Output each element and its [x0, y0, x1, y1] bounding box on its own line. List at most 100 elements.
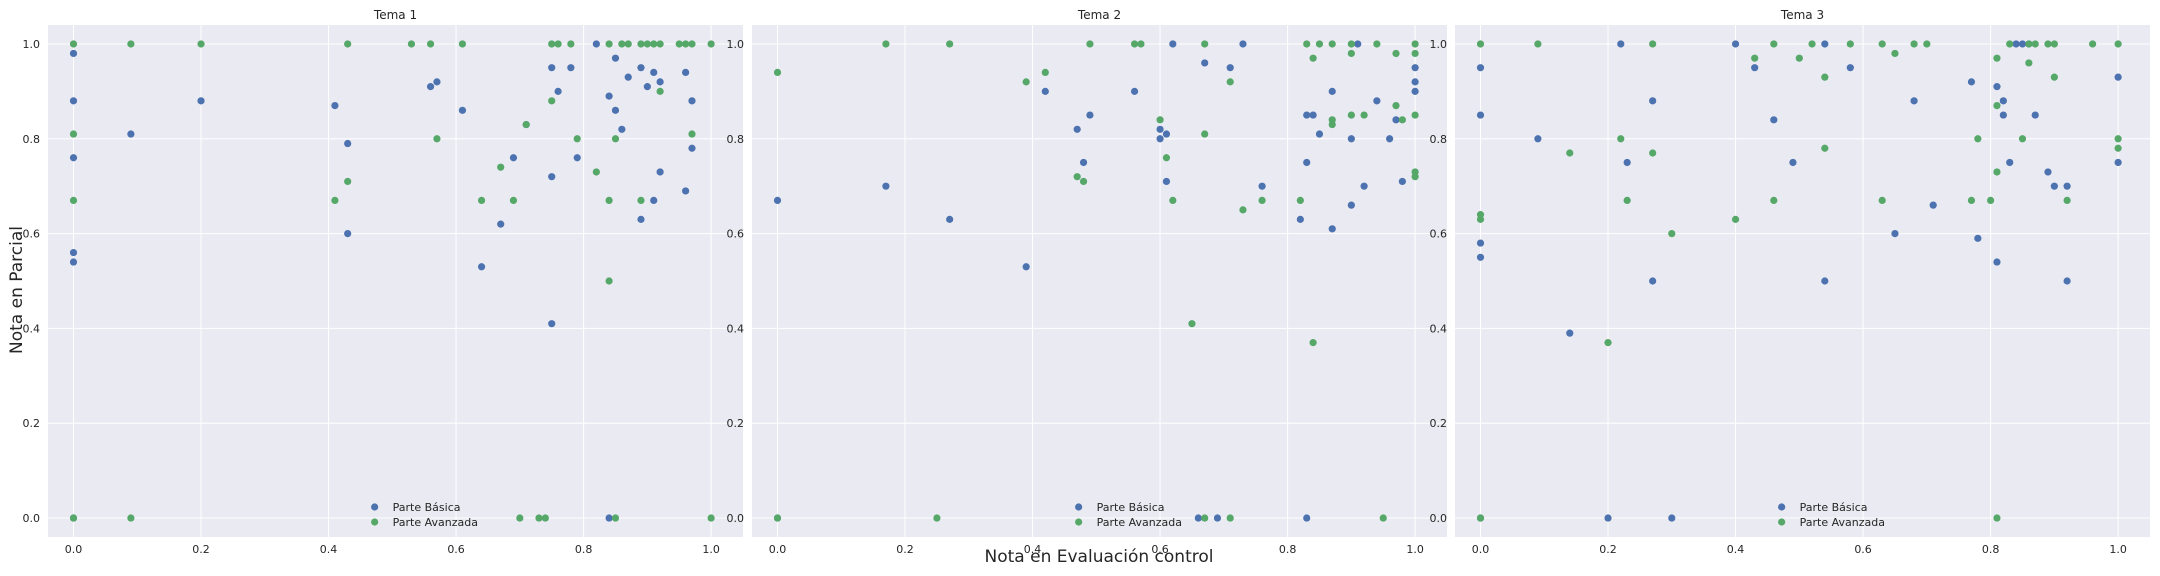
data-point [1910, 97, 1918, 105]
data-point [516, 514, 524, 522]
data-point [2018, 40, 2027, 48]
y-tick-label: 0.6 [727, 228, 745, 241]
data-point [1751, 64, 1759, 72]
data-point [1347, 111, 1355, 119]
data-point [1668, 514, 1676, 522]
x-tick-label: 1.0 [2109, 543, 2127, 556]
data-point [1566, 329, 1574, 337]
series-parte-avanzada [773, 40, 1419, 522]
series-parte-avanzada [69, 40, 715, 522]
data-point [69, 40, 78, 48]
legend-marker [1075, 503, 1083, 511]
data-point [1386, 135, 1394, 143]
data-point [882, 182, 890, 190]
x-tick-label: 0.0 [65, 543, 83, 556]
data-point [1309, 54, 1317, 62]
data-point [1993, 168, 2001, 176]
data-point [643, 83, 651, 91]
data-point [611, 106, 620, 114]
data-point [1156, 116, 1164, 124]
data-point [1373, 40, 1381, 48]
data-point [1411, 78, 1419, 86]
data-point [2050, 182, 2058, 190]
data-point [1411, 49, 1419, 58]
data-point [2044, 40, 2052, 48]
y-tick-label: 0.4 [1430, 322, 1448, 335]
data-point [946, 40, 954, 48]
data-point [1974, 135, 1982, 143]
series-parte-basica [1476, 40, 2122, 522]
data-point [477, 196, 486, 205]
legend-label: Parte Básica [1800, 501, 1868, 514]
data-point [1878, 196, 1886, 205]
data-point [69, 97, 78, 105]
data-point [69, 248, 78, 257]
data-point [458, 106, 467, 114]
data-point [2031, 111, 2039, 119]
data-point [2114, 40, 2122, 48]
data-point [548, 173, 556, 181]
series-parte-avanzada [1476, 40, 2122, 522]
data-point [1162, 177, 1171, 186]
y-tick-label: 0.0 [23, 512, 41, 525]
x-tick-label: 0.8 [1982, 543, 2000, 556]
x-tick-label: 0.2 [192, 543, 210, 556]
x-tick-label: 0.4 [320, 543, 338, 556]
y-tick-label: 0.0 [1430, 512, 1448, 525]
data-point [1022, 263, 1030, 271]
data-point [682, 40, 690, 48]
y-tick-label: 0.6 [23, 228, 41, 241]
data-point [1258, 182, 1266, 190]
panel-title: Tema 1 [373, 8, 417, 22]
data-point [426, 83, 435, 91]
y-tick-label: 0.8 [1430, 133, 1448, 146]
data-point [509, 196, 518, 205]
data-point [1379, 514, 1387, 522]
data-point [2050, 40, 2058, 48]
data-point [1534, 135, 1542, 143]
data-point [1226, 514, 1234, 522]
data-point [592, 40, 600, 48]
data-point [1891, 229, 1899, 238]
data-point [1846, 64, 1854, 72]
data-point [1993, 514, 2001, 522]
data-point [331, 196, 339, 205]
legend-label: Parte Básica [1097, 501, 1165, 514]
data-point [675, 40, 683, 48]
data-point [1967, 78, 1976, 86]
data-point [1296, 215, 1304, 223]
data-point [688, 97, 696, 105]
data-point [1411, 40, 1419, 48]
legend-marker [371, 518, 379, 526]
data-point [1079, 158, 1088, 167]
data-point [1878, 40, 1886, 48]
data-point [1993, 258, 2001, 266]
data-point [1974, 234, 1982, 242]
data-point [548, 40, 556, 48]
data-point [1668, 229, 1676, 238]
data-point [497, 220, 505, 228]
data-point [773, 514, 782, 522]
data-point [1770, 40, 1778, 48]
data-point [1731, 40, 1740, 48]
data-point [344, 229, 352, 238]
data-point [1821, 277, 1829, 285]
data-point [1891, 49, 1899, 58]
y-tick-label: 0.0 [727, 512, 745, 525]
legend-label: Parte Básica [393, 501, 461, 514]
data-point [2063, 196, 2071, 205]
data-point [1623, 158, 1631, 167]
data-point [2012, 40, 2020, 48]
data-point [1137, 40, 1145, 48]
data-point [1328, 120, 1336, 129]
data-point [1201, 40, 1209, 48]
data-point [344, 40, 352, 48]
legend: Parte Básica Parte Avanzada [1075, 501, 1182, 529]
data-point [69, 196, 78, 205]
data-point [69, 258, 78, 266]
data-point [611, 135, 620, 143]
data-point [567, 64, 575, 72]
legend-marker [1075, 518, 1083, 526]
data-point [1022, 78, 1030, 86]
data-point [69, 154, 78, 162]
